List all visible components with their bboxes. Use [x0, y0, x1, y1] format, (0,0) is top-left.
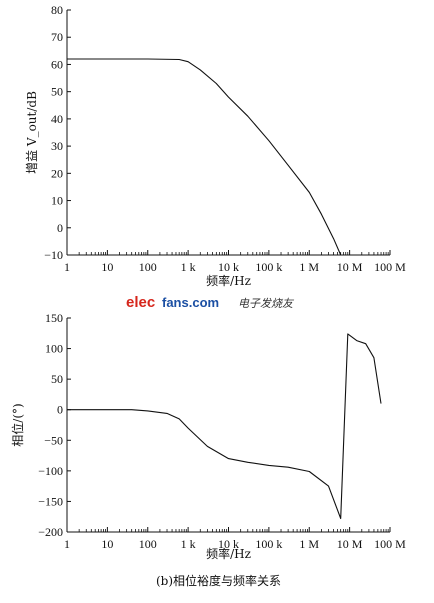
x-tick-label: 10 M: [337, 537, 363, 551]
y-tick-label: −50: [44, 433, 63, 447]
panel-caption: (b)相位裕度与频率关系: [156, 573, 281, 588]
watermark-brand-red: elec: [126, 294, 155, 311]
x-tick-label: 100 k: [255, 537, 282, 551]
y-tick-label: −150: [38, 494, 63, 508]
watermark-brand-blue: fans.com: [162, 295, 219, 310]
y-axis-label: 增益 V_out/dB: [25, 91, 39, 174]
series-line: [67, 58, 342, 256]
y-tick-label: −100: [38, 464, 63, 478]
x-tick-label: 100 k: [255, 260, 282, 274]
x-tick-label: 1 k: [181, 537, 196, 551]
y-tick-label: 100: [45, 342, 63, 356]
x-tick-label: 10: [101, 260, 113, 274]
y-tick-label: 80: [51, 3, 63, 17]
x-tick-label: 1 M: [299, 260, 319, 274]
y-tick-label: 50: [51, 372, 63, 386]
x-tick-label: 100 M: [374, 260, 406, 274]
x-tick-label: 1: [64, 260, 70, 274]
x-tick-label: 10 M: [337, 260, 363, 274]
x-tick-label: 100: [139, 537, 157, 551]
phase-chart: −200 −150 −100 −50 0 50 100 150 1 10 100 1 k 10 k 100…: [10, 311, 406, 588]
x-tick-label: 100 M: [374, 537, 406, 551]
x-axis-label: 频率/Hz: [206, 273, 251, 288]
watermark-chinese: 电子发烧友: [238, 297, 295, 310]
x-tick-label: 10 k: [218, 537, 239, 551]
y-tick-label: −200: [38, 525, 63, 539]
x-tick-label: 100: [139, 260, 157, 274]
gain-chart: −10 0 10 20 30 40 50 60 70 80 1 10 100 1 k 10 k 100 k 1 …: [25, 3, 406, 288]
x-tick-label: 10: [101, 537, 113, 551]
y-tick-label: 20: [51, 166, 63, 180]
y-tick-label: 60: [51, 57, 63, 71]
x-tick-label: 1 k: [181, 260, 196, 274]
x-axis-label: 频率/Hz: [206, 546, 251, 561]
y-tick-label: 70: [51, 30, 63, 44]
x-tick-label: 10 k: [218, 260, 239, 274]
y-tick-label: −10: [44, 248, 63, 262]
x-tick-label: 1: [64, 537, 70, 551]
series-line: [67, 333, 382, 520]
y-tick-label: 150: [45, 311, 63, 325]
y-axis-label: 相位/(°): [10, 403, 25, 446]
y-tick-label: 50: [51, 85, 63, 99]
x-tick-label: 1 M: [299, 537, 319, 551]
watermark: elec fans.com 电子发烧友: [126, 294, 295, 311]
y-tick-label: 0: [57, 403, 63, 417]
y-tick-label: 40: [51, 112, 63, 126]
y-tick-label: 10: [51, 194, 63, 208]
y-tick-label: 0: [57, 221, 63, 235]
y-tick-label: 30: [51, 139, 63, 153]
